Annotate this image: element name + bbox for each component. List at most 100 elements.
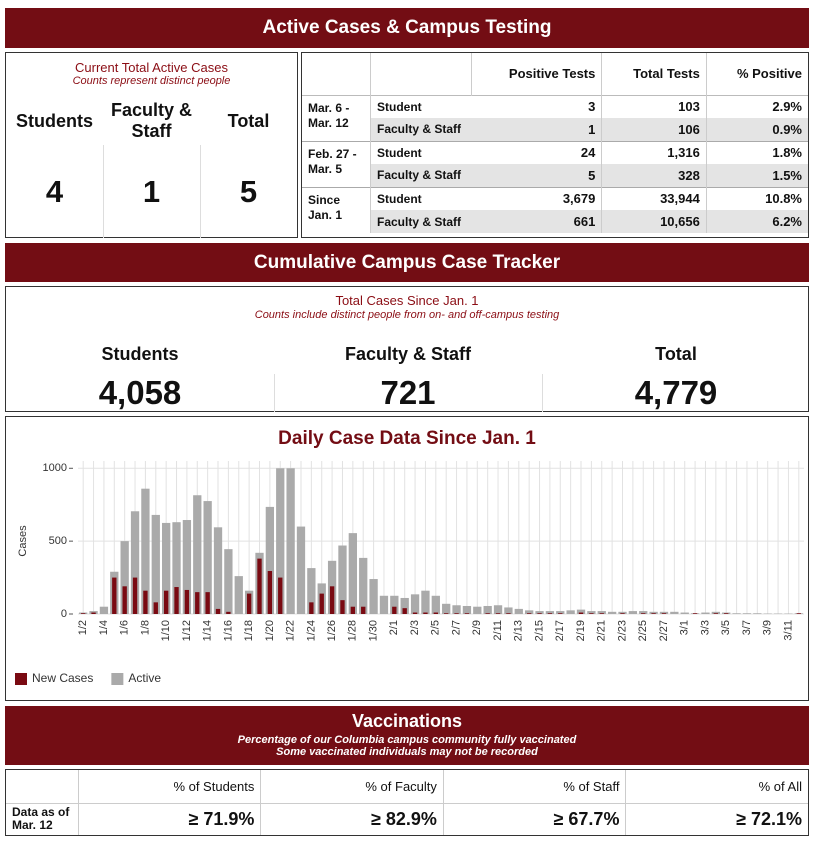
bar (151, 514, 160, 614)
bar (163, 590, 169, 614)
section-banner: Cumulative Campus Case Tracker (5, 243, 809, 282)
card-subtitle: Counts represent distinct people (72, 75, 231, 87)
x-tick-label: 2/13 (513, 620, 525, 641)
bar (278, 577, 283, 614)
bar (680, 612, 689, 614)
data-row: Faculty & Staff 1 106 0.9% (302, 118, 808, 141)
table-cell: 10,656 (601, 210, 707, 233)
data-row: Faculty & Staff 5 328 1.5% (302, 164, 808, 187)
count-value: 721 (274, 374, 543, 412)
bar (307, 568, 316, 614)
banner-subtitle: Percentage of our Columbia campus commun… (237, 734, 577, 746)
column-header: % of Faculty (260, 770, 444, 803)
table-cell: 33,944 (601, 187, 707, 210)
bar (535, 611, 544, 614)
bar (309, 602, 314, 614)
x-tick-label: 1/10 (160, 620, 172, 641)
x-tick-label: 2/17 (554, 620, 566, 641)
bar (172, 522, 181, 614)
bar (618, 611, 627, 614)
bar (442, 603, 451, 614)
x-tick-label: 1/28 (347, 620, 359, 641)
empty-header (370, 53, 472, 95)
table-cell: 24 (471, 141, 603, 164)
table-cell: 3,679 (471, 187, 603, 210)
bar (545, 611, 555, 614)
bar (89, 611, 98, 614)
testing-table: Positive Tests Total Tests % Positive Mar. … (302, 53, 808, 233)
column-header: Positive Tests (471, 53, 603, 95)
x-tick-label: 1/24 (305, 620, 317, 641)
period-label: Feb. 27 - Mar. 5 (302, 141, 371, 187)
table-cell: 3 (471, 95, 603, 118)
bar (514, 608, 523, 614)
bar (400, 597, 409, 614)
y-axis-label: Cases (17, 525, 29, 557)
card-title: Total Cases Since Jan. 1 (335, 293, 479, 308)
x-tick-label: 1/2 (77, 620, 89, 635)
empty-header (302, 53, 371, 95)
table-cell: 1,316 (601, 141, 707, 164)
bar (182, 520, 192, 614)
bar (361, 606, 366, 614)
bar (122, 586, 127, 614)
bar (213, 527, 223, 614)
table-cell: 1.8% (772, 145, 802, 161)
bar (607, 611, 617, 614)
column-header: Students (101, 344, 179, 364)
column-header: % of Students (77, 770, 261, 803)
legend-swatch (111, 673, 124, 685)
bar (81, 613, 86, 614)
bar (576, 609, 586, 614)
header-row: % of Students% of Faculty% of Staff% of … (6, 770, 808, 803)
bar (348, 533, 357, 614)
group-label: Faculty & Staff (370, 210, 472, 233)
bar (286, 468, 295, 614)
bar (174, 587, 179, 614)
bar (578, 612, 584, 614)
column-header: Faculty & Staff (344, 344, 472, 364)
bar (796, 613, 801, 614)
bar (692, 613, 698, 614)
bar (504, 607, 513, 614)
count-value: 4 (6, 145, 104, 238)
bar (390, 595, 399, 614)
column-header: Total Tests (601, 53, 707, 95)
section-banner: Vaccinations Percentage of our Columbia … (5, 706, 809, 765)
data-row: Mar. 6 - Mar. 12 Student 3 103 2.9% (302, 95, 808, 141)
group-label: Faculty & Staff (370, 164, 472, 187)
count-value: 5 (239, 173, 258, 209)
chart-card: Daily Case Data Since Jan. 1 Cases 1/2 1/… (5, 416, 809, 701)
bar (724, 613, 729, 614)
bar (265, 506, 275, 614)
table-cell: ≥ 71.9% (77, 803, 261, 835)
bar (649, 611, 658, 614)
bar (296, 526, 306, 614)
x-tick-label: 2/15 (533, 620, 545, 641)
bar (319, 593, 324, 614)
x-tick-label: 2/7 (450, 620, 462, 635)
bar (742, 613, 752, 614)
bar (659, 611, 669, 614)
period-label: Since Jan. 1 (302, 187, 371, 233)
x-tick-label: 2/3 (409, 620, 421, 635)
legend-label: New Cases (32, 671, 93, 685)
bar (558, 613, 563, 614)
column-header: Total (655, 344, 697, 364)
table-cell: 106 (601, 118, 707, 141)
count-value: 1 (103, 145, 201, 238)
data-row: Feb. 27 - Mar. 5 Student 24 1,316 1.8% (302, 141, 808, 187)
bar (732, 613, 741, 614)
data-row: Data as of Mar. 12 ≥ 71.9% ≥ 82.9% ≥ 67.7%… (6, 803, 808, 835)
column-header: Total (227, 110, 270, 131)
count-value: 4,779 (634, 374, 718, 411)
x-tick-label: 2/23 (616, 620, 628, 641)
bar (369, 579, 378, 614)
x-tick-label: 3/5 (720, 620, 732, 635)
column-header: Students (15, 110, 93, 131)
bar (433, 612, 438, 614)
x-tick-label: 3/7 (741, 620, 753, 635)
y-tick-label: 1000 (43, 462, 67, 474)
bar (130, 511, 140, 614)
